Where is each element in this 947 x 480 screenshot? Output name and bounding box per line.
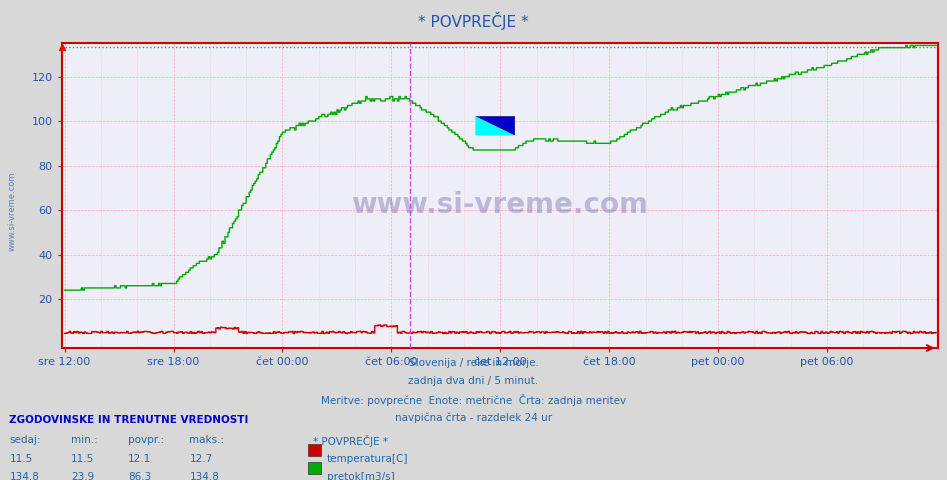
Text: * POVPREČJE *: * POVPREČJE * <box>313 435 387 447</box>
Text: 12.7: 12.7 <box>189 454 213 464</box>
Text: 11.5: 11.5 <box>71 454 95 464</box>
Text: zadnja dva dni / 5 minut.: zadnja dva dni / 5 minut. <box>408 376 539 386</box>
Text: 12.1: 12.1 <box>128 454 152 464</box>
Text: maks.:: maks.: <box>189 435 224 445</box>
Text: www.si-vreme.com: www.si-vreme.com <box>351 191 648 219</box>
Text: Slovenija / reke in morje.: Slovenija / reke in morje. <box>408 358 539 368</box>
Text: 23.9: 23.9 <box>71 472 95 480</box>
Text: min.:: min.: <box>71 435 98 445</box>
Text: pretok[m3/s]: pretok[m3/s] <box>327 472 395 480</box>
Polygon shape <box>475 116 515 135</box>
Text: ZGODOVINSKE IN TRENUTNE VREDNOSTI: ZGODOVINSKE IN TRENUTNE VREDNOSTI <box>9 415 249 425</box>
Text: 134.8: 134.8 <box>189 472 220 480</box>
Text: www.si-vreme.com: www.si-vreme.com <box>8 171 17 251</box>
Text: temperatura[C]: temperatura[C] <box>327 454 408 464</box>
Text: sedaj:: sedaj: <box>9 435 41 445</box>
Text: 86.3: 86.3 <box>128 472 152 480</box>
Text: navpična črta - razdelek 24 ur: navpična črta - razdelek 24 ur <box>395 412 552 423</box>
Text: 134.8: 134.8 <box>9 472 40 480</box>
Text: 11.5: 11.5 <box>9 454 33 464</box>
FancyBboxPatch shape <box>475 116 515 135</box>
Text: povpr.:: povpr.: <box>128 435 164 445</box>
Polygon shape <box>475 116 515 135</box>
Text: * POVPREČJE *: * POVPREČJE * <box>419 12 528 30</box>
Text: Meritve: povprečne  Enote: metrične  Črta: zadnja meritev: Meritve: povprečne Enote: metrične Črta:… <box>321 394 626 406</box>
